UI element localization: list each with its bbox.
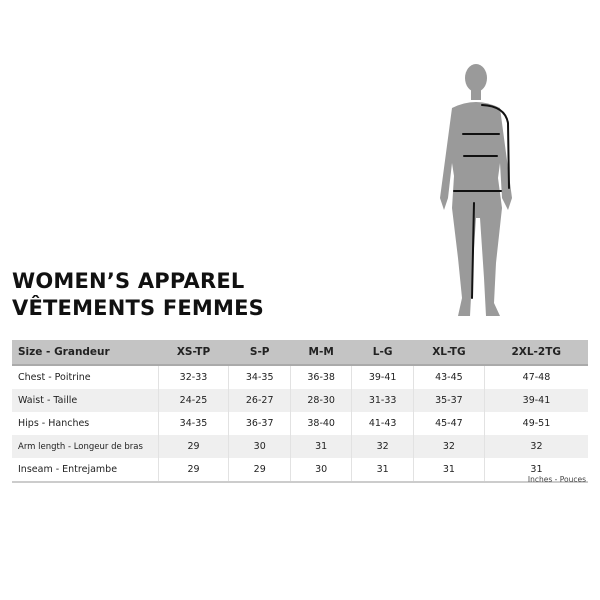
size-chart-table: Size - Grandeur XS-TP S-P M-M L-G XL-TG … bbox=[12, 340, 588, 483]
table-cell: 39-41 bbox=[351, 365, 414, 389]
table-cell: 32 bbox=[412, 435, 485, 458]
page-title: WOMEN’S APPAREL VÊTEMENTS FEMMES bbox=[12, 268, 264, 322]
row-label: Arm length - Longeur de bras bbox=[12, 435, 158, 458]
title-english: WOMEN’S APPAREL bbox=[12, 269, 245, 293]
header-s: S-P bbox=[228, 340, 291, 366]
table-row: Hips - Hanches 34-35 36-37 38-40 41-43 45-47 4… bbox=[12, 412, 588, 435]
table-header-row: Size - Grandeur XS-TP S-P M-M L-G XL-TG … bbox=[12, 340, 588, 366]
table-cell: 28-30 bbox=[289, 389, 352, 412]
table-cell: 49-51 bbox=[483, 412, 588, 435]
table-cell: 47-48 bbox=[483, 365, 588, 389]
table-cell: 30 bbox=[289, 458, 352, 483]
table-row: Inseam - Entrejambe 29 29 30 31 31 31 bbox=[12, 458, 588, 483]
table-row: Arm length - Longeur de bras 29 30 31 32 32 32 bbox=[12, 435, 588, 458]
units-note: Inches - Pouces bbox=[527, 475, 586, 484]
row-label: Chest - Poitrine bbox=[18, 372, 91, 383]
header-2xl: 2XL-2TG bbox=[484, 340, 588, 366]
row-label: Hips - Hanches bbox=[18, 418, 90, 429]
table-cell: 35-37 bbox=[412, 389, 485, 412]
title-french: VÊTEMENTS FEMMES bbox=[12, 296, 265, 320]
table-cell: 45-47 bbox=[412, 412, 485, 435]
table-cell: 43-45 bbox=[412, 365, 485, 389]
table-cell: 41-43 bbox=[351, 412, 414, 435]
table-cell: 31-33 bbox=[351, 389, 414, 412]
table-row: Waist - Taille 24-25 26-27 28-30 31-33 35-37 3… bbox=[12, 389, 588, 412]
table-cell: 36-37 bbox=[228, 412, 291, 435]
table-cell: 36-38 bbox=[289, 365, 352, 389]
table-cell: 34-35 bbox=[157, 412, 229, 435]
table-cell: 30 bbox=[228, 435, 291, 458]
header-xl: XL-TG bbox=[413, 340, 485, 366]
table-cell: 31 bbox=[483, 458, 588, 483]
table-cell: 26-27 bbox=[228, 389, 291, 412]
row-label: Inseam - Entrejambe bbox=[12, 458, 158, 483]
header-m: M-M bbox=[290, 340, 352, 366]
table-cell: 31 bbox=[351, 458, 414, 483]
table-cell: 32 bbox=[351, 435, 414, 458]
table-cell: 39-41 bbox=[483, 389, 588, 412]
table-cell: 34-35 bbox=[228, 365, 291, 389]
body-measurement-silhouette bbox=[440, 64, 512, 316]
table-cell: 31 bbox=[412, 458, 485, 483]
header-size: Size - Grandeur bbox=[12, 340, 158, 366]
table-cell: 32-33 bbox=[157, 365, 229, 389]
header-l: L-G bbox=[351, 340, 414, 366]
table-cell: 31 bbox=[289, 435, 352, 458]
table-cell: 29 bbox=[157, 435, 229, 458]
table-cell: 38-40 bbox=[289, 412, 352, 435]
table-cell: 29 bbox=[228, 458, 291, 483]
table-row: Chest - Poitrine 32-33 34-35 36-38 39-41 43-4… bbox=[12, 365, 588, 389]
header-xs: XS-TP bbox=[158, 340, 229, 366]
row-label: Waist - Taille bbox=[12, 389, 158, 412]
table-cell: 24-25 bbox=[157, 389, 229, 412]
table-cell: 29 bbox=[157, 458, 229, 483]
table-cell: 32 bbox=[483, 435, 588, 458]
